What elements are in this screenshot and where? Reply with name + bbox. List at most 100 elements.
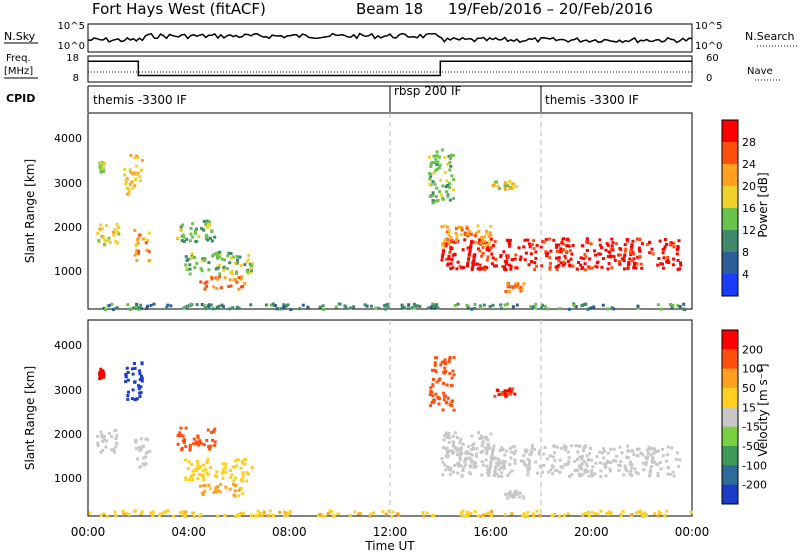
heatmap-cell-r7: [499, 466, 503, 469]
heatmap-cell-r5: [235, 464, 238, 468]
heatmap-cell-r12: [278, 510, 282, 514]
heatmap-cell-r8: [451, 435, 455, 438]
heatmap-cell-r7: [619, 460, 622, 464]
colorbar-swatch: [722, 484, 738, 505]
heatmap-cell-r7: [480, 444, 484, 448]
heatmap-cell-r7: [588, 451, 592, 455]
heatmap-cell-r2: [102, 163, 106, 166]
heatmap-cell-r12: [487, 511, 490, 515]
heatmap-cell-r12: [596, 512, 600, 516]
heatmap-cell-r7: [465, 456, 469, 460]
heatmap-cell-r12: [478, 304, 482, 308]
heatmap-cell-r10: [503, 184, 507, 188]
heatmap-cell-r7: [589, 242, 593, 246]
heatmap-cell-r5: [246, 258, 250, 262]
heatmap-cell-r12: [134, 509, 137, 513]
heatmap-cell-r7: [559, 465, 563, 469]
heatmap-cell-r4: [188, 443, 192, 447]
heatmap-cell-r12: [306, 305, 310, 309]
heatmap-cell-r7: [505, 256, 509, 260]
heatmap-cell-r4: [195, 227, 198, 231]
heatmap-cell-r12: [593, 512, 597, 516]
heatmap-cell-r7: [670, 446, 674, 450]
heatmap-cell-r7: [620, 451, 624, 455]
heatmap-cell-r7: [530, 450, 533, 454]
heatmap-cell-r12: [524, 515, 528, 519]
heatmap-cell-r12: [282, 303, 286, 307]
heatmap-cell-r7: [622, 259, 626, 263]
heatmap-cell-r8: [486, 243, 490, 246]
heatmap-cell-r8: [486, 438, 490, 442]
heatmap-cell-r8: [455, 237, 459, 241]
heatmap-cell-r7: [626, 263, 630, 267]
colorbar-tick: -15: [742, 421, 760, 434]
heatmap-cell-r7: [570, 252, 574, 256]
heatmap-cell-r12: [381, 510, 385, 514]
heatmap-cell-r7: [501, 265, 505, 269]
heatmap-cell-r4: [183, 438, 186, 442]
heatmap-cell-r11: [430, 390, 434, 394]
heatmap-cell-r1: [139, 169, 143, 172]
heatmap-cell-r11: [437, 378, 441, 382]
heatmap-cell-r8: [459, 226, 463, 229]
heatmap-cell-r9: [506, 282, 510, 286]
heatmap-cell-r7: [469, 244, 473, 248]
heatmap-cell-r5: [188, 263, 192, 267]
heatmap-cell-r1: [127, 187, 131, 191]
heatmap-cell-r7: [623, 464, 627, 468]
heatmap-cell-r11: [435, 186, 439, 190]
heatmap-cell-r5: [224, 471, 228, 475]
heatmap-cell-r5: [214, 267, 218, 271]
heatmap-cell-r10: [492, 184, 495, 188]
heatmap-cell-r3: [134, 438, 138, 442]
heatmap-cell-r7: [606, 461, 610, 464]
colorbar-tick: 16: [742, 202, 756, 215]
heatmap-cell-r4: [196, 436, 200, 439]
heatmap-cell-r7: [447, 254, 451, 258]
heatmap-cell-r1: [126, 394, 130, 398]
heatmap-cell-r8: [459, 450, 463, 453]
heatmap-cell-r12: [206, 304, 210, 308]
heatmap-cell-r7: [469, 464, 472, 468]
heatmap-cell-r7: [635, 447, 639, 451]
heatmap-cell-r11: [430, 161, 434, 164]
heatmap-cell-r6: [214, 489, 218, 493]
heatmap-cell-r12: [250, 514, 253, 518]
heatmap-cell-r12: [151, 514, 155, 518]
heatmap-cell-r12: [663, 514, 667, 518]
heatmap-cell-r6: [209, 487, 212, 491]
heatmap-cell-r7: [497, 474, 500, 478]
heatmap-cell-r7: [494, 465, 498, 469]
heatmap-cell-r9: [511, 285, 515, 289]
heatmap-cell-r7: [513, 458, 517, 462]
heatmap-cell-r11: [445, 179, 449, 183]
heatmap-cell-r7: [467, 471, 471, 475]
heatmap-cell-r12: [465, 510, 469, 514]
heatmap-cell-r2: [98, 377, 102, 381]
heatmap-cell-r4: [207, 445, 211, 449]
heatmap-cell-r0: [99, 450, 103, 454]
heatmap-cell-r7: [583, 268, 587, 272]
heatmap-cell-r12: [139, 512, 143, 516]
heatmap-cell-r8: [485, 449, 489, 453]
heatmap-cell-r12: [184, 514, 187, 518]
heatmap-cell-r8: [489, 432, 493, 436]
heatmap-cell-r5: [229, 271, 233, 275]
heatmap-cell-r7: [599, 461, 602, 465]
heatmap-cell-r5: [194, 469, 198, 473]
heatmap-cell-r5: [247, 253, 251, 257]
power-ytick-4000: 4000: [54, 132, 82, 145]
heatmap-cell-r8: [451, 442, 455, 446]
heatmap-cell-r7: [659, 467, 663, 471]
heatmap-cell-r11: [439, 193, 443, 197]
heatmap-cell-r7: [560, 241, 564, 245]
heatmap-cell-r11: [429, 164, 433, 168]
heatmap-cell-r7: [679, 261, 682, 265]
heatmap-cell-r6: [239, 277, 243, 281]
heatmap-cell-r0: [107, 431, 111, 435]
heatmap-cell-r7: [585, 240, 589, 244]
heatmap-cell-r4: [212, 429, 216, 433]
heatmap-cell-r7: [448, 467, 452, 471]
heatmap-cell-r7: [528, 245, 532, 249]
heatmap-cell-r3: [146, 239, 150, 242]
